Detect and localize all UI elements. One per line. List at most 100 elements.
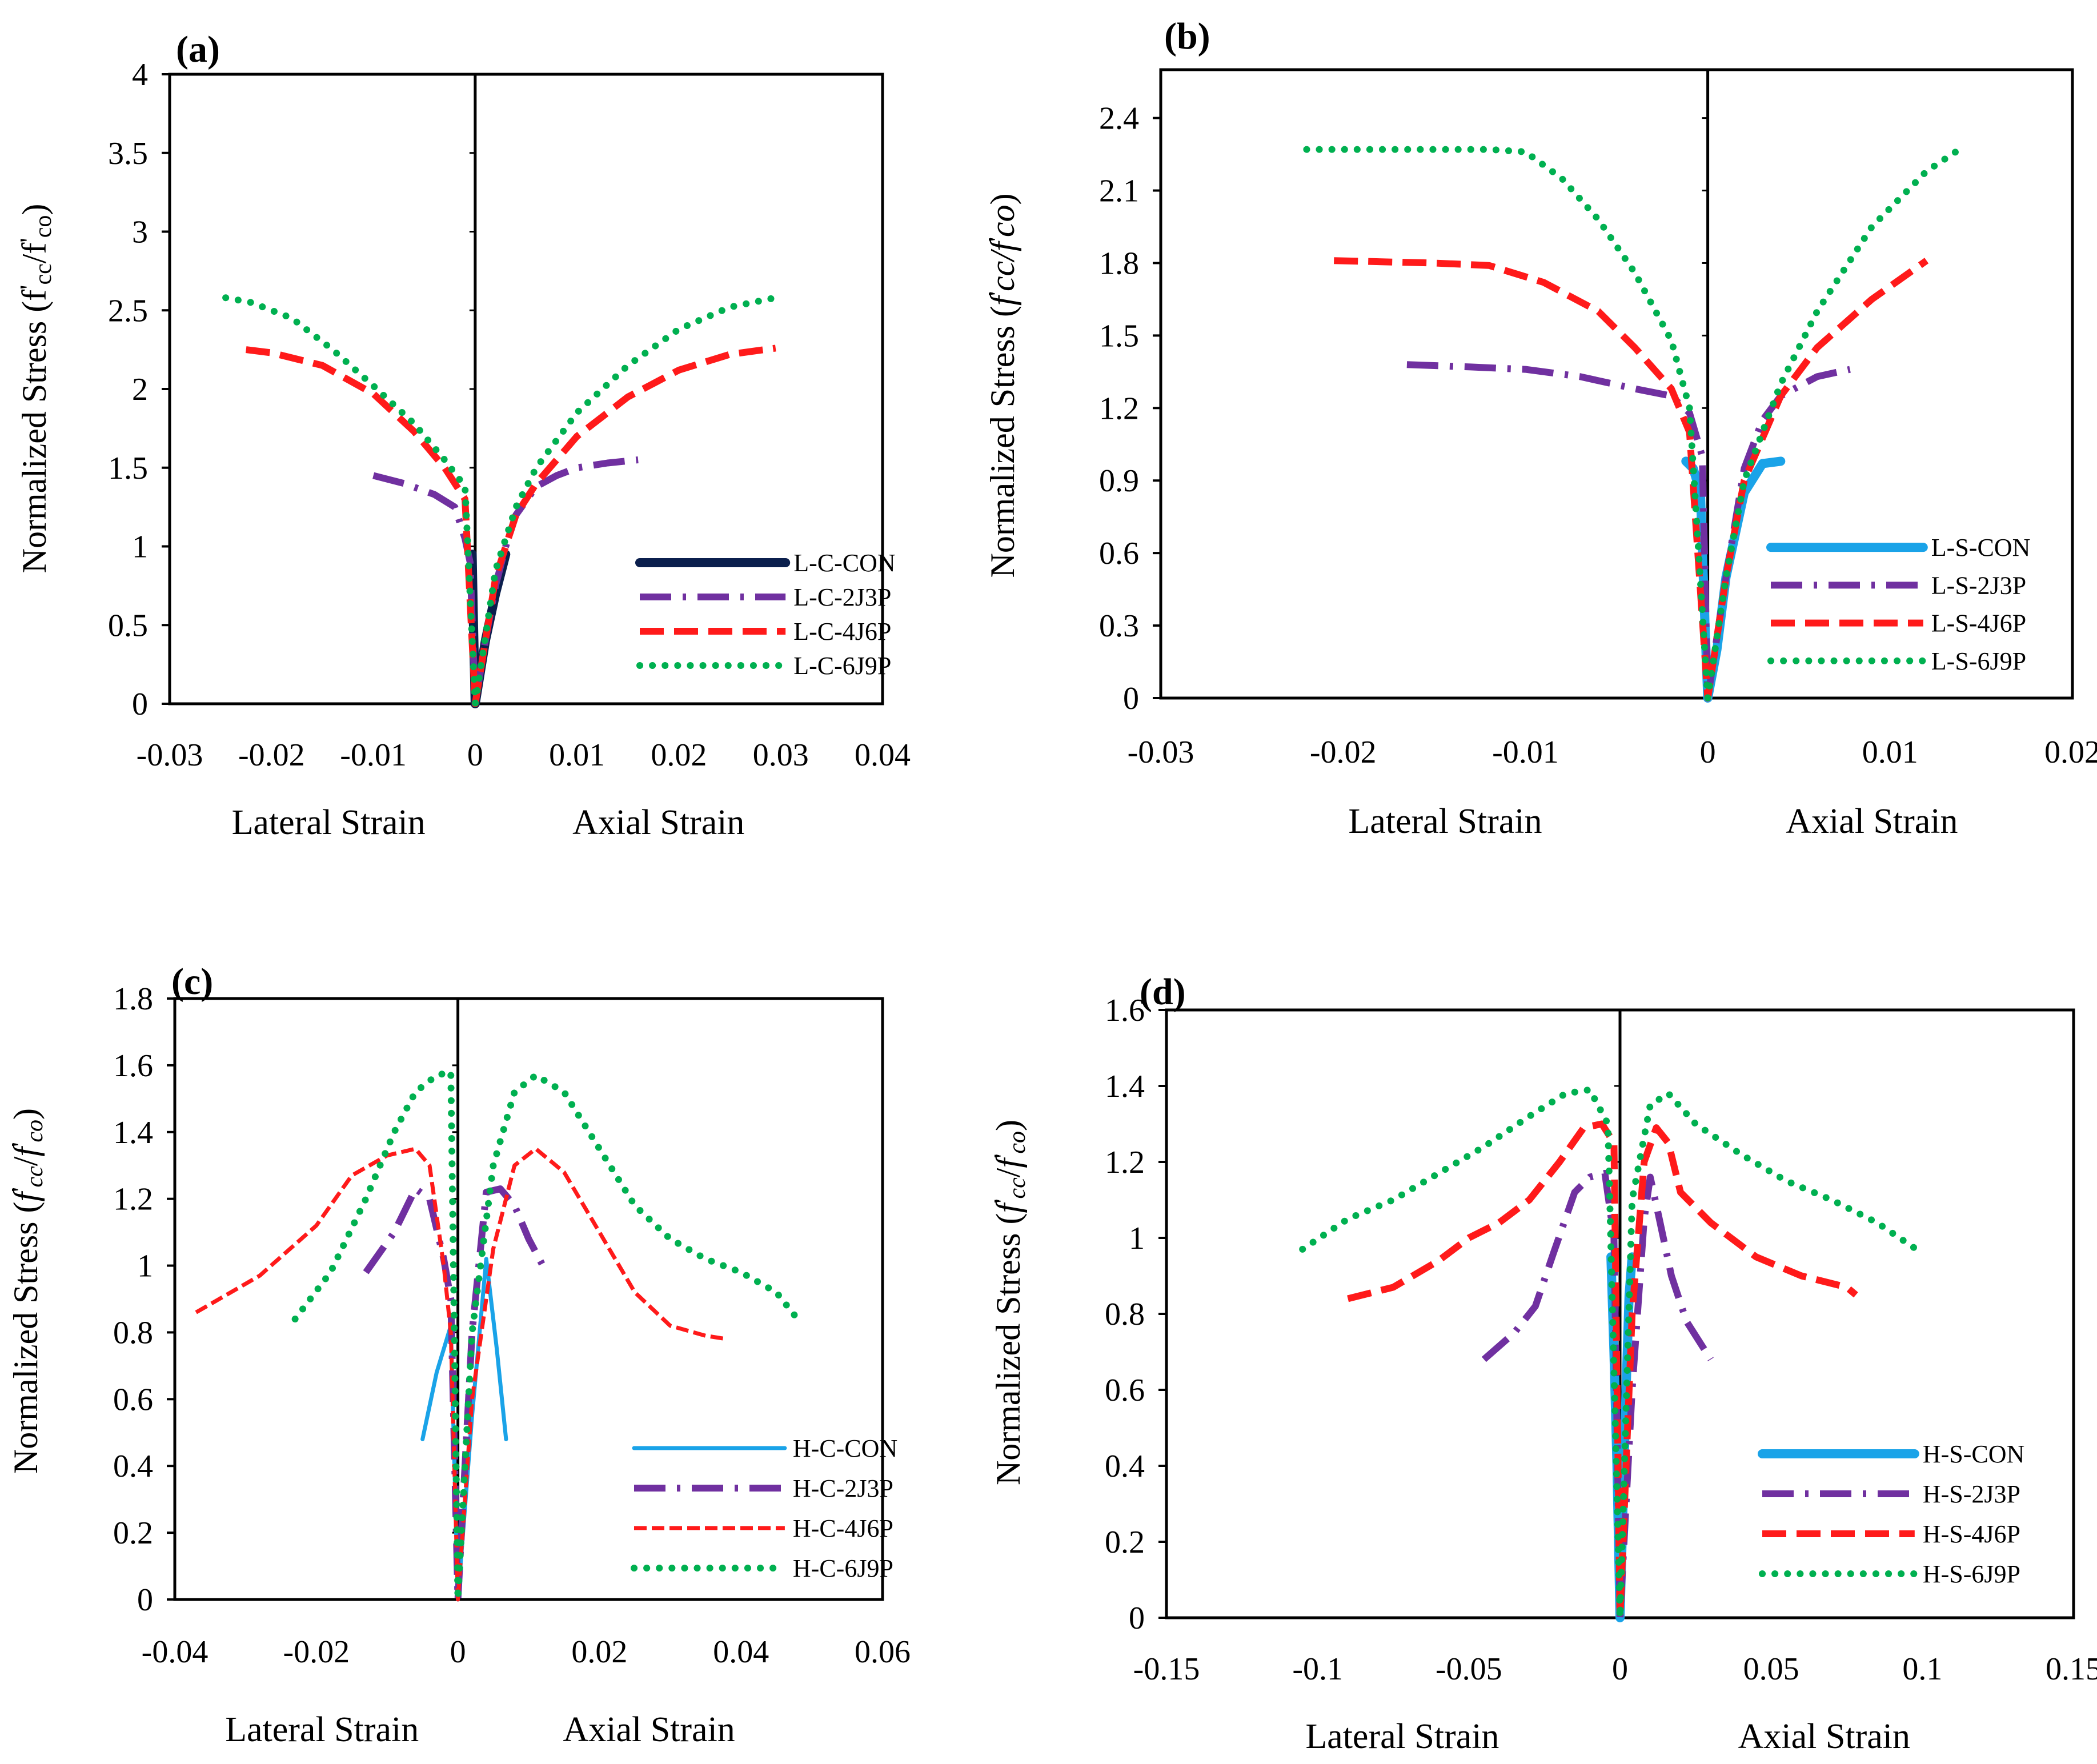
series-line-L-S-6J9P: [1303, 146, 1963, 701]
y-tick-label: 0.8: [1105, 1297, 1145, 1332]
y-tick-label: 0: [137, 1582, 153, 1618]
series-line-H-C-6J9P: [291, 1068, 801, 1603]
y-tick-label: 0.6: [113, 1382, 153, 1417]
y-tick-label: 0.2: [113, 1516, 153, 1551]
y-tick-label: 0.5: [108, 608, 148, 643]
y-tick-label: 1.2: [1099, 391, 1139, 426]
legend-label: H-C-4J6P: [793, 1514, 893, 1542]
x-label-lateral: Lateral Strain: [1348, 802, 1542, 841]
series-line-H-C-4J6P: [195, 1146, 727, 1602]
panel-label: (a): [176, 29, 220, 70]
x-tick-label: -0.02: [283, 1634, 350, 1670]
legend-label: H-S-CON: [1923, 1440, 2024, 1468]
x-tick-label: 0.15: [2046, 1651, 2097, 1687]
plot-frame: [1159, 68, 2074, 700]
chart-panel-d: 0 0.2 0.4 0.6 0.8 1 1.2 1.4 1.6 -0.15 -0.1 -0.05 0 0.…: [988, 971, 2097, 1756]
x-tick-label: 0.04: [713, 1634, 769, 1670]
y-tick-label: 0.8: [113, 1315, 153, 1350]
x-tick-label: 0.02: [2044, 735, 2097, 770]
x-tick-label: 0.02: [651, 737, 707, 773]
legend-label: H-S-2J3P: [1923, 1480, 2020, 1508]
plot-frame: [168, 73, 884, 705]
series-line-L-C-4J6P: [245, 344, 776, 707]
legend-label: H-C-6J9P: [793, 1554, 893, 1582]
y-tick-label: 1: [137, 1249, 153, 1284]
y-tick-label: 1.4: [1105, 1069, 1145, 1104]
x-tick-label: -0.03: [1128, 735, 1194, 770]
x-tick-label: -0.02: [1310, 735, 1377, 770]
y-tick-label: 3.5: [108, 136, 148, 171]
x-tick-label: -0.1: [1292, 1651, 1343, 1687]
x-label-axial: Axial Strain: [572, 803, 744, 842]
series-line-L-S-2J3P: [1406, 361, 1851, 701]
legend-label: L-S-CON: [1931, 534, 2031, 562]
y-tick-label: 0: [1123, 681, 1139, 716]
y-tick-label: 1.8: [113, 981, 153, 1017]
legend-label: L-C-CON: [793, 549, 895, 577]
y-axis-label: Normalized Stress (f'cc/f'co): [983, 193, 1021, 578]
x-label-lateral: Lateral Strain: [1305, 1717, 1499, 1756]
y-tick-label: 0.6: [1099, 536, 1139, 571]
y-tick-label: 0.2: [1105, 1525, 1145, 1560]
x-tick-label: -0.15: [1133, 1651, 1200, 1687]
x-tick-label: 0.01: [1862, 735, 1918, 770]
x-tick-label: 0.1: [1902, 1651, 1942, 1687]
y-axis-label: Normalized Stress (f'cc/f'co): [988, 1120, 1031, 1485]
x-tick-label: 0: [450, 1634, 466, 1670]
x-label-axial: Axial Strain: [1738, 1717, 1910, 1756]
y-tick-label: 0: [132, 687, 148, 722]
y-tick-label: 1.4: [113, 1115, 153, 1150]
y-tick-label: 1.6: [113, 1048, 153, 1084]
y-tick-label: 1.2: [113, 1182, 153, 1217]
chart-panel-b: 0 0.3 0.6 0.9 1.2 1.5 1.8 2.1 2.4 -0.03 -0.02 -0.01…: [983, 15, 2097, 841]
series-line-L-S-4J6P: [1334, 257, 1929, 701]
x-label-axial: Axial Strain: [1786, 802, 1958, 841]
y-tick-label: 2.1: [1099, 174, 1139, 209]
y-tick-label: 0.9: [1099, 463, 1139, 499]
x-tick-label: 0.05: [1743, 1651, 1799, 1687]
chart-panel-c: 0 0.2 0.4 0.6 0.8 1 1.2 1.4 1.6 1.8 -0.04 -0.02 0 0.0…: [6, 961, 911, 1749]
y-tick-label: 0.4: [1105, 1449, 1145, 1484]
x-tick-label: 0: [1700, 735, 1716, 770]
y-tick-label: 0.4: [113, 1449, 153, 1484]
x-tick-label: 0.03: [753, 737, 809, 773]
x-tick-label: 0.04: [855, 737, 911, 773]
x-tick-label: -0.03: [137, 737, 203, 773]
legend-label: H-S-6J9P: [1923, 1560, 2020, 1588]
x-tick-label: -0.05: [1436, 1651, 1502, 1687]
x-label-axial: Axial Strain: [563, 1710, 735, 1749]
y-tick-label: 1.2: [1105, 1145, 1145, 1180]
legend-label: L-S-4J6P: [1931, 610, 2026, 638]
x-label-lateral: Lateral Strain: [225, 1710, 419, 1749]
plot-frame: [173, 997, 884, 1601]
series-line-H-S-6J9P: [1299, 1086, 1920, 1621]
x-tick-label: 0: [1612, 1651, 1628, 1687]
y-tick-label: 0: [1129, 1601, 1145, 1636]
y-tick-label: 1: [1129, 1221, 1145, 1256]
x-tick-label: -0.04: [142, 1634, 209, 1670]
series-line-H-S-4J6P: [1347, 1120, 1858, 1621]
x-tick-label: -0.02: [238, 737, 305, 773]
y-tick-label: 3: [132, 215, 148, 250]
x-label-lateral: Lateral Strain: [232, 803, 426, 842]
y-tick-label: 0.3: [1099, 608, 1139, 644]
y-tick-label: 2.5: [108, 293, 148, 328]
x-tick-label: 0.06: [855, 1634, 911, 1670]
x-tick-label: -0.01: [1492, 735, 1559, 770]
series-line-L-C-2J3P: [372, 456, 639, 707]
chart-panel-a: 0 0.5 1 1.5 2 2.5 3 3.5 4 -0.03 -0.02 -0.01 0 0.01 0.0…: [14, 29, 911, 842]
y-axis-label: Normalized Stress (f'cc/f'co): [6, 1108, 48, 1474]
y-tick-label: 1.8: [1099, 246, 1139, 281]
series-line-H-S-2J3P: [1481, 1169, 1714, 1621]
y-tick-label: 2: [132, 372, 148, 407]
y-tick-label: 1.6: [1105, 993, 1145, 1028]
legend-label: H-C-2J3P: [793, 1474, 893, 1502]
legend-label: H-S-4J6P: [1923, 1520, 2020, 1548]
x-tick-label: 0.02: [571, 1634, 627, 1670]
y-tick-label: 2.4: [1099, 101, 1139, 137]
y-axis-label: Normalized Stress (f'cc/f'co): [14, 204, 57, 574]
x-tick-label: 0: [467, 737, 483, 773]
y-tick-label: 1: [132, 530, 148, 565]
legend-label: L-S-6J9P: [1931, 647, 2026, 675]
panel-label: (b): [1164, 15, 1210, 57]
